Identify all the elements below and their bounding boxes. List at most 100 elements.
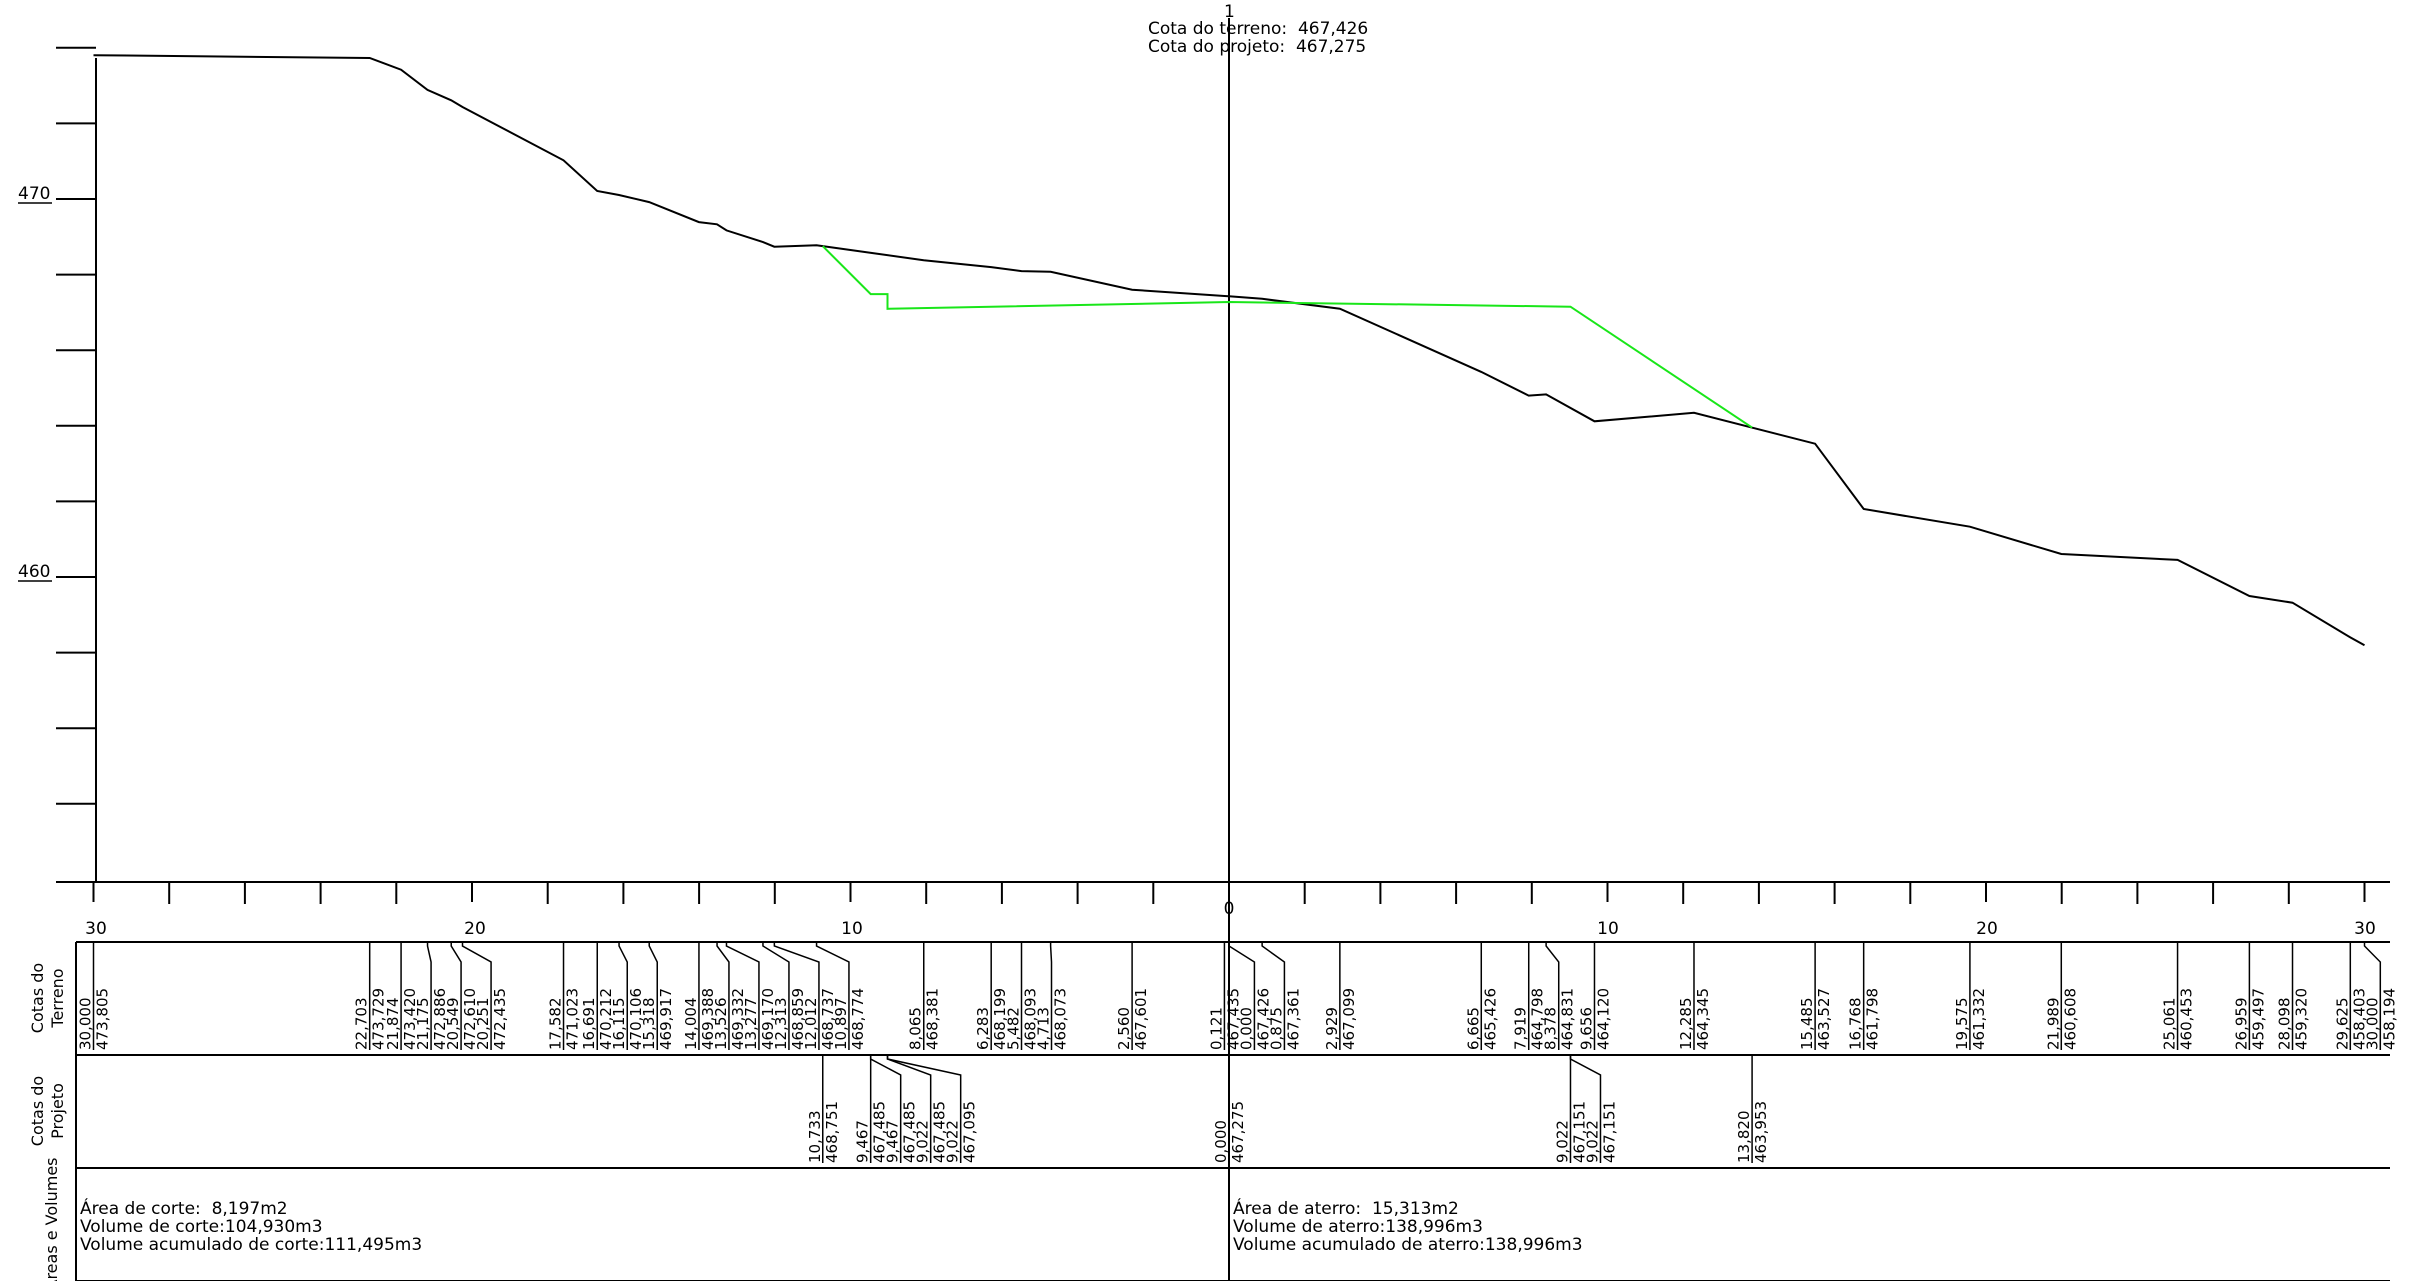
project-station-distance-label: 9,022 [914,1120,932,1163]
terrain-band-title-line1: Cotas do [28,963,47,1033]
x-axis-ticks [92,882,2366,904]
terrain-station-leader [773,942,820,1050]
terrain-station-distance-label: 25,061 [2161,998,2179,1051]
terrain-station-distance-label: 16,768 [1847,998,1865,1051]
terrain-station-distance-label: 15,318 [640,998,658,1051]
terrain-station-elevation-label: 467,361 [1284,988,1302,1050]
project-station-leader [869,1055,902,1163]
terrain-station-elevation-label: 472,435 [491,988,509,1050]
terrain-station-leader [762,942,790,1050]
terrain-band-title-line2: Terreno [48,968,67,1028]
terrain-station-elevation-label: 459,320 [2293,988,2311,1050]
terrain-station-elevation-label: 469,388 [699,988,717,1050]
terrain-station-distance-label: 20,251 [474,998,492,1051]
section-header: 1 Cota do terreno: 467,426 Cota do proje… [1148,2,1368,57]
terrain-station-distance-label: 29,625 [2333,998,2351,1051]
terrain-station-distance-label: 0,000 [1237,1007,1255,1050]
project-station-elevation-label: 463,953 [1752,1101,1770,1163]
terrain-station-distance-label: 6,283 [974,1007,992,1050]
terrain-station-distance-label: 13,526 [712,998,730,1051]
terrain-station-leader [1545,942,1560,1050]
terrain-station-distance-label: 13,277 [742,998,760,1051]
terrain-station-elevation-label: 461,332 [1970,988,1988,1050]
terrain-station-leader [716,942,730,1050]
project-station-elevation-label: 467,095 [961,1101,979,1163]
x-axis-labels: 30 20 10 0 10 20 30 [85,899,2376,939]
terrain-station-distance-label: 2,560 [1115,1007,1133,1050]
x-label-left-30: 30 [85,919,107,939]
terrain-station-distance-label: 12,313 [772,998,790,1051]
terrain-station-distance-label: 12,285 [1677,998,1695,1051]
terrain-station-distance-label: 12,012 [802,998,820,1051]
y-axis-labels: 470 460 [18,184,52,582]
terrain-station-elevation-label: 468,859 [789,988,807,1050]
terrain-station-elevation-label: 467,099 [1340,988,1358,1050]
terrain-station-elevation-label: 464,120 [1594,988,1612,1050]
project-station-distance-label: 9,022 [1553,1120,1571,1163]
terrain-station-distance-label: 9,656 [1577,1007,1595,1050]
project-station-distance-label: 9,022 [944,1120,962,1163]
terrain-station-distance-label: 28,098 [2276,998,2294,1051]
terrain-station-elevation-label: 459,497 [2249,988,2267,1050]
terrain-station-distance-label: 5,482 [1005,1007,1023,1050]
section-number: 1 [1224,2,1235,22]
x-label-right-30: 30 [2354,919,2376,939]
terrain-station-distance-label: 22,703 [353,998,371,1051]
band-titles: Cotas do Terreno Cotas do Projeto Áreas … [28,963,67,1281]
y-label-470: 470 [18,184,50,204]
terrain-station-distance-label: 8,378 [1542,1007,1560,1050]
terrain-station-elevation-label: 470,106 [627,988,645,1050]
project-profile-line [822,245,1753,429]
terrain-station-elevation-label: 473,729 [370,988,388,1050]
terrain-station-distance-label: 17,582 [547,998,565,1051]
terrain-station-elevation-label: 469,332 [729,988,747,1050]
terrain-station-elevation-label: 468,381 [924,988,942,1050]
project-station-distance-label: 13,820 [1735,1111,1753,1164]
terrain-station-distance-label: 14,004 [682,998,700,1051]
x-label-right-20: 20 [1976,919,1998,939]
terrain-station-elevation-label: 467,426 [1254,988,1272,1050]
project-station-distance-label: 9,467 [854,1120,872,1163]
terrain-station-leader [2363,942,2382,1050]
project-station-distance-label: 10,733 [806,1111,824,1164]
project-station-elevation-label: 468,751 [823,1101,841,1163]
fill-cumulative-volume-text: Volume acumulado de aterro:138,996m3 [1233,1235,1583,1255]
terrain-station-leader [815,942,850,1050]
terrain-station-distance-label: 2,929 [1323,1007,1341,1050]
drawing-frame [56,18,2390,1281]
areas-band-title: Áreas e Volumes [42,1157,61,1281]
terrain-station-leader [1049,942,1053,1050]
project-station-elevation-label: 467,151 [1600,1101,1618,1163]
terrain-profile-line [93,54,2365,647]
terrain-station-elevation-label: 472,886 [431,988,449,1050]
terrain-station-elevation-label: 473,420 [401,988,419,1050]
terrain-station-elevation-label: 471,023 [564,988,582,1050]
terrain-station-elevation-label: 473,805 [94,988,112,1050]
terrain-station-distance-label: 16,691 [580,998,598,1051]
terrain-elevation-label: Cota do terreno: 467,426 [1148,19,1368,39]
project-station-elevation-label: 467,485 [871,1101,889,1163]
terrain-station-elevation-label: 458,194 [2380,988,2398,1050]
terrain-station-elevation-label: 470,212 [597,988,615,1050]
project-station-elevation-label: 467,485 [901,1101,919,1163]
cut-volume-text: Volume de corte:104,930m3 [80,1217,323,1237]
x-label-center-0: 0 [1224,899,1235,919]
terrain-station-elevation-label: 464,831 [1559,988,1577,1050]
cut-cumulative-volume-text: Volume acumulado de corte:111,495m3 [80,1235,422,1255]
terrain-station-distance-label: 0,875 [1267,1007,1285,1050]
cut-area-text: Área de corte: 8,197m2 [80,1197,288,1219]
terrain-station-elevation-label: 468,199 [991,988,1009,1050]
terrain-station-elevation-label: 468,774 [849,988,867,1050]
terrain-station-elevation-label: 461,798 [1864,988,1882,1050]
terrain-station-elevation-label: 465,426 [1481,988,1499,1050]
terrain-station-leader [461,942,492,1050]
y-axis-ticks [56,46,96,805]
terrain-station-distance-label: 7,919 [1512,1007,1530,1050]
terrain-station-leader [648,942,658,1050]
terrain-station-leader [426,942,432,1050]
terrain-station-distance-label: 20,549 [444,998,462,1051]
x-label-right-10: 10 [1597,919,1619,939]
terrain-station-elevation-label: 464,798 [1529,988,1547,1050]
